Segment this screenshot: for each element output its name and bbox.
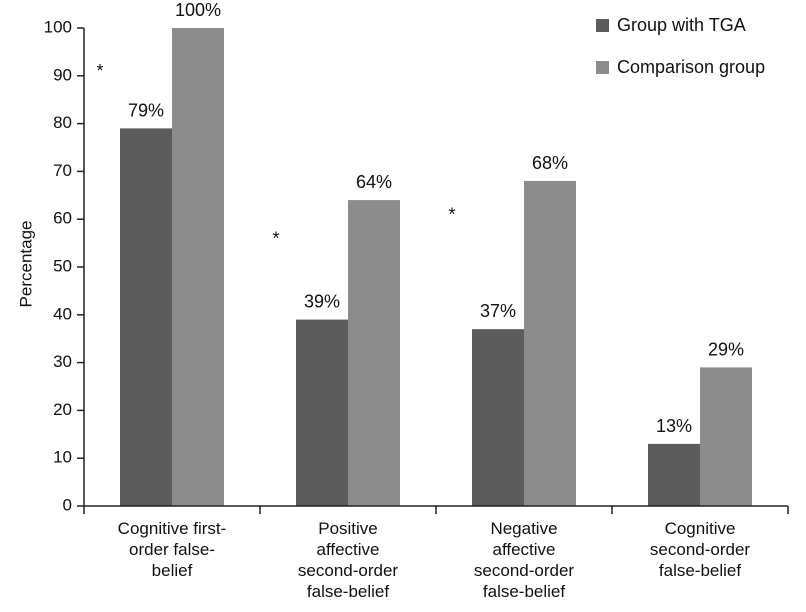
legend-label: Comparison group (617, 57, 765, 77)
category-label-line: false-belief (659, 561, 741, 580)
category-label-line: false-belief (307, 582, 389, 601)
category-label-line: second-order (650, 540, 751, 559)
category-label-line: false-belief (483, 582, 565, 601)
bar-value-label: 39% (304, 292, 340, 312)
bar-value-label: 64% (356, 172, 392, 192)
significance-star: * (448, 204, 455, 224)
y-tick-label: 100 (44, 17, 72, 36)
axes (83, 28, 789, 514)
category-label-line: Cognitive (665, 519, 736, 538)
bar-value-label: 79% (128, 100, 164, 120)
category-label-line: second-order (298, 561, 399, 580)
bar-comparison (700, 367, 752, 506)
y-tick-label: 0 (63, 495, 72, 514)
category-label-line: belief (152, 561, 193, 580)
y-tick-label: 50 (53, 256, 72, 275)
bar-comparison (348, 200, 400, 506)
y-axis-ticks: 0 10 20 30 40 50 60 70 80 90 100 (44, 17, 84, 514)
category-label-line: order false- (129, 540, 215, 559)
y-tick-label: 30 (53, 352, 72, 371)
bar-value-label: 13% (656, 416, 692, 436)
bar-tga (648, 443, 700, 506)
bar-value-labels: 79% 39% 37% 13% 100% 64% 68% 29% (128, 0, 744, 436)
bar-tga (472, 329, 524, 506)
significance-markers: * * * (96, 61, 455, 248)
y-tick-label: 40 (53, 304, 72, 323)
category-label-line: second-order (474, 561, 575, 580)
bar-value-label: 68% (532, 153, 568, 173)
bar-tga (296, 319, 348, 506)
legend-swatch (596, 19, 609, 32)
category-label-line: Positive (318, 519, 378, 538)
category-label-line: affective (316, 540, 379, 559)
bar-value-label: 37% (480, 301, 516, 321)
bar-value-label: 100% (175, 0, 221, 20)
category-labels: Cognitive first-order false-belief Positi… (118, 519, 751, 601)
legend-swatch (596, 61, 609, 74)
y-tick-label: 60 (53, 209, 72, 228)
legend-label: Group with TGA (617, 15, 746, 35)
significance-star: * (96, 61, 103, 81)
y-tick-label: 80 (53, 113, 72, 132)
y-tick-label: 70 (53, 161, 72, 180)
bar-comparison (524, 180, 576, 506)
bar-tga (120, 128, 172, 506)
y-tick-label: 20 (53, 400, 72, 419)
bar-value-label: 29% (708, 339, 744, 359)
legend: Group with TGA Comparison group (596, 15, 765, 77)
y-axis-title: Percentage (16, 221, 35, 308)
category-label-line: affective (492, 540, 555, 559)
category-label-line: Cognitive first- (118, 519, 227, 538)
bar-comparison (172, 28, 224, 506)
bars (120, 28, 752, 506)
category-label-line: Negative (490, 519, 557, 538)
y-tick-label: 90 (53, 65, 72, 84)
significance-star: * (272, 228, 279, 248)
y-tick-label: 10 (53, 448, 72, 467)
